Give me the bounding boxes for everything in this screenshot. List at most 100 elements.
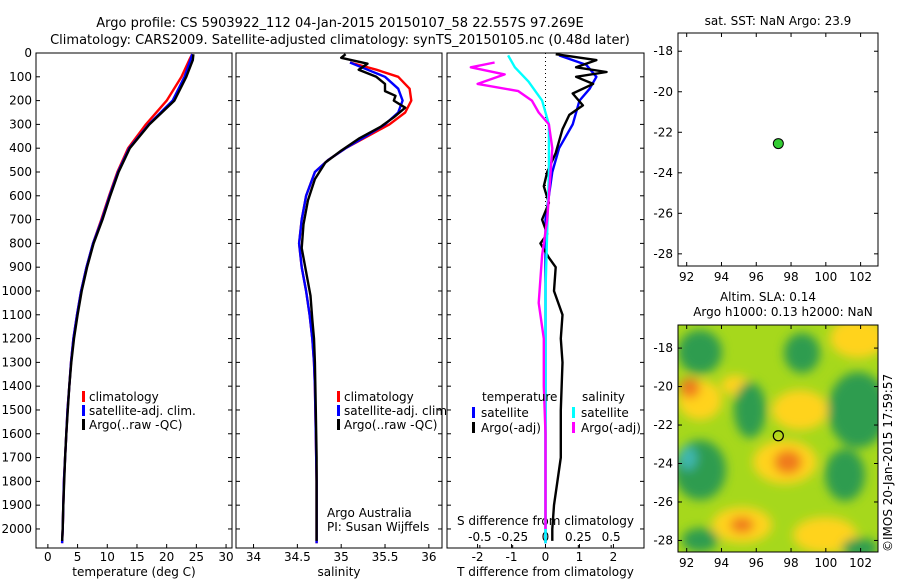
sla-blob [730, 517, 754, 533]
sla-blob [678, 440, 726, 500]
temperature-xtick-label: 25 [189, 550, 204, 564]
sla-ytick-label: -20 [653, 380, 673, 394]
salinity-xtick-label: 34 [246, 550, 261, 564]
sla-blob [679, 446, 697, 470]
salinity-series-2 [300, 53, 407, 541]
depth-tick-label: 500 [9, 165, 32, 179]
sst-ytick-label: -20 [653, 85, 673, 99]
depth-tick-label: 800 [9, 236, 32, 250]
sla-contours [678, 325, 878, 552]
difference-xtick-label: -2 [472, 550, 484, 564]
depth-tick-label: 400 [9, 141, 32, 155]
temperature-xtick-label: 10 [100, 550, 115, 564]
depth-tick-label: 1200 [1, 332, 32, 346]
sla-title-line1: Altim. SLA: 0.14 [720, 290, 816, 304]
sla-xtick-label: 98 [783, 556, 798, 570]
sla-ytick-label: -28 [653, 533, 673, 547]
difference-legend-swatch [572, 422, 575, 433]
sst-frame [677, 32, 879, 267]
header-line2: Climatology: CARS2009. Satellite-adjuste… [50, 33, 630, 48]
difference-legend-label: satellite [481, 406, 529, 420]
salinity-xtick-label: 35.5 [372, 550, 399, 564]
sla-blob [682, 528, 718, 552]
salinity-xlabel: salinity [317, 565, 360, 579]
sst-title: sat. SST: NaN Argo: 23.9 [705, 14, 852, 28]
sla-blob [784, 333, 820, 373]
difference-xtick-label: 2 [610, 550, 618, 564]
sla-blob [678, 330, 722, 374]
depth-tick-label: 0 [24, 46, 32, 60]
sst-xtick-label: 98 [783, 270, 798, 284]
sla-xtick-label: 100 [814, 556, 837, 570]
temperature-frame [35, 52, 233, 549]
salinity-diff-tick-label: 0.5 [602, 530, 621, 544]
argo-australia-label: Argo Australia [327, 506, 412, 520]
sla-xtick-label: 96 [749, 556, 764, 570]
difference-xtick-label: -1 [506, 550, 518, 564]
difference-legend-swatch [572, 407, 575, 418]
salinity-legend-swatch [337, 419, 340, 430]
temperature-panel: 0100200300400500600700800900100011001200… [1, 46, 233, 579]
sla-title-line2: Argo h1000: 0.13 h2000: NaN [693, 305, 873, 319]
sst-xtick-label: 94 [714, 270, 729, 284]
temperature-xtick-label: 5 [74, 550, 82, 564]
difference-xtick-label: 0 [542, 550, 550, 564]
sla-heatmap [678, 325, 878, 552]
depth-tick-label: 100 [9, 70, 32, 84]
salinity-diff-tick-label: -0.25 [497, 530, 528, 544]
sst-ytick-label: -26 [653, 206, 673, 220]
sst-ytick-label: -22 [653, 125, 673, 139]
difference-legend-swatch [472, 422, 475, 433]
sst-xtick-label: 96 [749, 270, 764, 284]
salinity-legend-label: Argo(..raw -QC) [344, 418, 437, 432]
temperature-legend-swatch [82, 405, 85, 416]
depth-tick-label: 1300 [1, 355, 32, 369]
sla-blob [772, 390, 828, 430]
depth-tick-label: 600 [9, 189, 32, 203]
temperature-legend-label: Argo(..raw -QC) [89, 418, 182, 432]
salinity-panel: 34 34.5 35 35.5 36 salinity climatologysatelli… [235, 52, 451, 579]
sla-ytick-label: -22 [653, 418, 673, 432]
sla-xtick-label: 92 [679, 556, 694, 570]
difference-legend-label: satellite [581, 406, 629, 420]
temperature-xtick-label: 0 [44, 550, 52, 564]
legend-title-salinity: salinity [582, 390, 625, 404]
depth-tick-label: 700 [9, 213, 32, 227]
difference-series-1 [539, 53, 608, 541]
sla-xtick-label: 102 [849, 556, 872, 570]
sst-ytick-label: -18 [653, 44, 673, 58]
imos-credit: ©IMOS 20-Jan-2015 17:59:57 [881, 374, 895, 552]
sst-xtick-label: 102 [849, 270, 872, 284]
salinity-frame [235, 52, 443, 549]
salinity-xtick-label: 34.5 [284, 550, 311, 564]
depth-tick-label: 1500 [1, 403, 32, 417]
salinity-xtick-label: 36 [421, 550, 436, 564]
argo-position-marker [772, 138, 784, 150]
depth-tick-label: 1800 [1, 474, 32, 488]
depth-tick-label: 900 [9, 260, 32, 274]
salinity-diff-tick-label: -0.5 [468, 530, 491, 544]
sla-ytick-label: -18 [653, 341, 673, 355]
depth-tick-label: 1900 [1, 498, 32, 512]
temperature-legend-label: climatology [89, 390, 159, 404]
sla-ytick-label: -26 [653, 495, 673, 509]
salinity-diff-tick-label: 0.25 [565, 530, 592, 544]
sla-blob [842, 538, 878, 552]
sla-ytick-label: -24 [653, 457, 673, 471]
legend-title-temperature: temperature [482, 390, 557, 404]
salinity-legend-swatch [337, 405, 340, 416]
sst-xtick-label: 92 [679, 270, 694, 284]
sla-blob [828, 372, 878, 448]
temperature-xlabel: temperature (deg C) [72, 565, 195, 579]
sst-panel: sat. SST: NaN Argo: 23.9 92 94 96 98 100 102 -1… [653, 14, 879, 284]
difference-legend-swatch [472, 407, 475, 418]
sla-blob [793, 517, 857, 552]
temperature-legend-swatch [82, 419, 85, 430]
sla-frame [677, 324, 879, 553]
depth-tick-label: 300 [9, 117, 32, 131]
temperature-legend-label: satellite-adj. clim. [89, 404, 196, 418]
difference-panel: -2 -1 0 1 2T difference from climatology -0.5… [446, 52, 645, 579]
sla-xtick-label: 94 [714, 556, 729, 570]
